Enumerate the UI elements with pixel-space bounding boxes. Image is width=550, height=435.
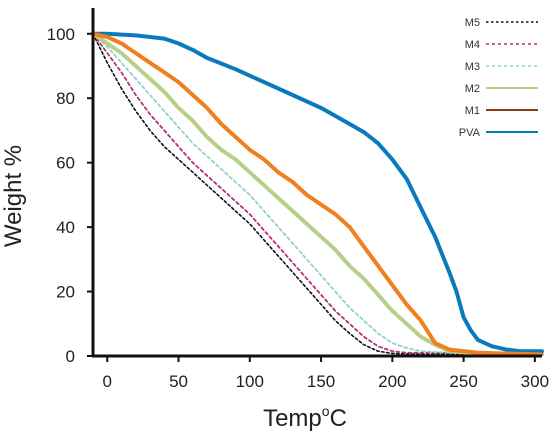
series-line-pva <box>91 31 544 354</box>
series-line-m3 <box>92 32 543 354</box>
legend: M5 M4 M3 M2 M1 PVA <box>459 17 538 139</box>
x-axis-title-main: Temp <box>263 405 322 432</box>
series-line-m4 <box>92 32 543 354</box>
axes-layer <box>91 8 542 358</box>
y-tick-label: 80 <box>56 89 75 108</box>
legend-label: M3 <box>465 61 480 73</box>
x-tick-label: 100 <box>236 372 264 391</box>
x-axis-title: TempoC <box>263 403 347 432</box>
x-tick-label: 50 <box>169 372 188 391</box>
series-line-m1 <box>92 32 543 356</box>
legend-label: PVA <box>459 127 481 139</box>
y-axis-title: Weight % <box>0 145 27 247</box>
x-tick-label: 250 <box>449 372 477 391</box>
ticks-layer: 0 50 100 150 200 250 300 0 20 40 60 80 100 <box>47 25 549 391</box>
x-tick-label: 300 <box>521 372 549 391</box>
x-axis-title-sup: o <box>322 403 330 419</box>
series-layer <box>91 31 544 357</box>
series-line-m1-main <box>92 31 543 357</box>
x-tick-label: 150 <box>307 372 335 391</box>
x-tick-label: 0 <box>103 372 112 391</box>
series-line-m5 <box>92 32 543 355</box>
y-tick-label: 40 <box>56 218 75 237</box>
series-line-m2 <box>91 31 544 357</box>
x-tick-label: 200 <box>378 372 406 391</box>
y-tick-label: 20 <box>56 283 75 302</box>
legend-label: M4 <box>465 39 480 51</box>
y-tick-label: 0 <box>66 347 75 366</box>
y-tick-label: 100 <box>47 25 75 44</box>
legend-label: M2 <box>465 83 480 95</box>
x-axis-title-suffix: C <box>330 405 347 432</box>
legend-label: M1 <box>465 105 480 117</box>
legend-label: M5 <box>465 17 480 29</box>
y-tick-label: 60 <box>56 154 75 173</box>
